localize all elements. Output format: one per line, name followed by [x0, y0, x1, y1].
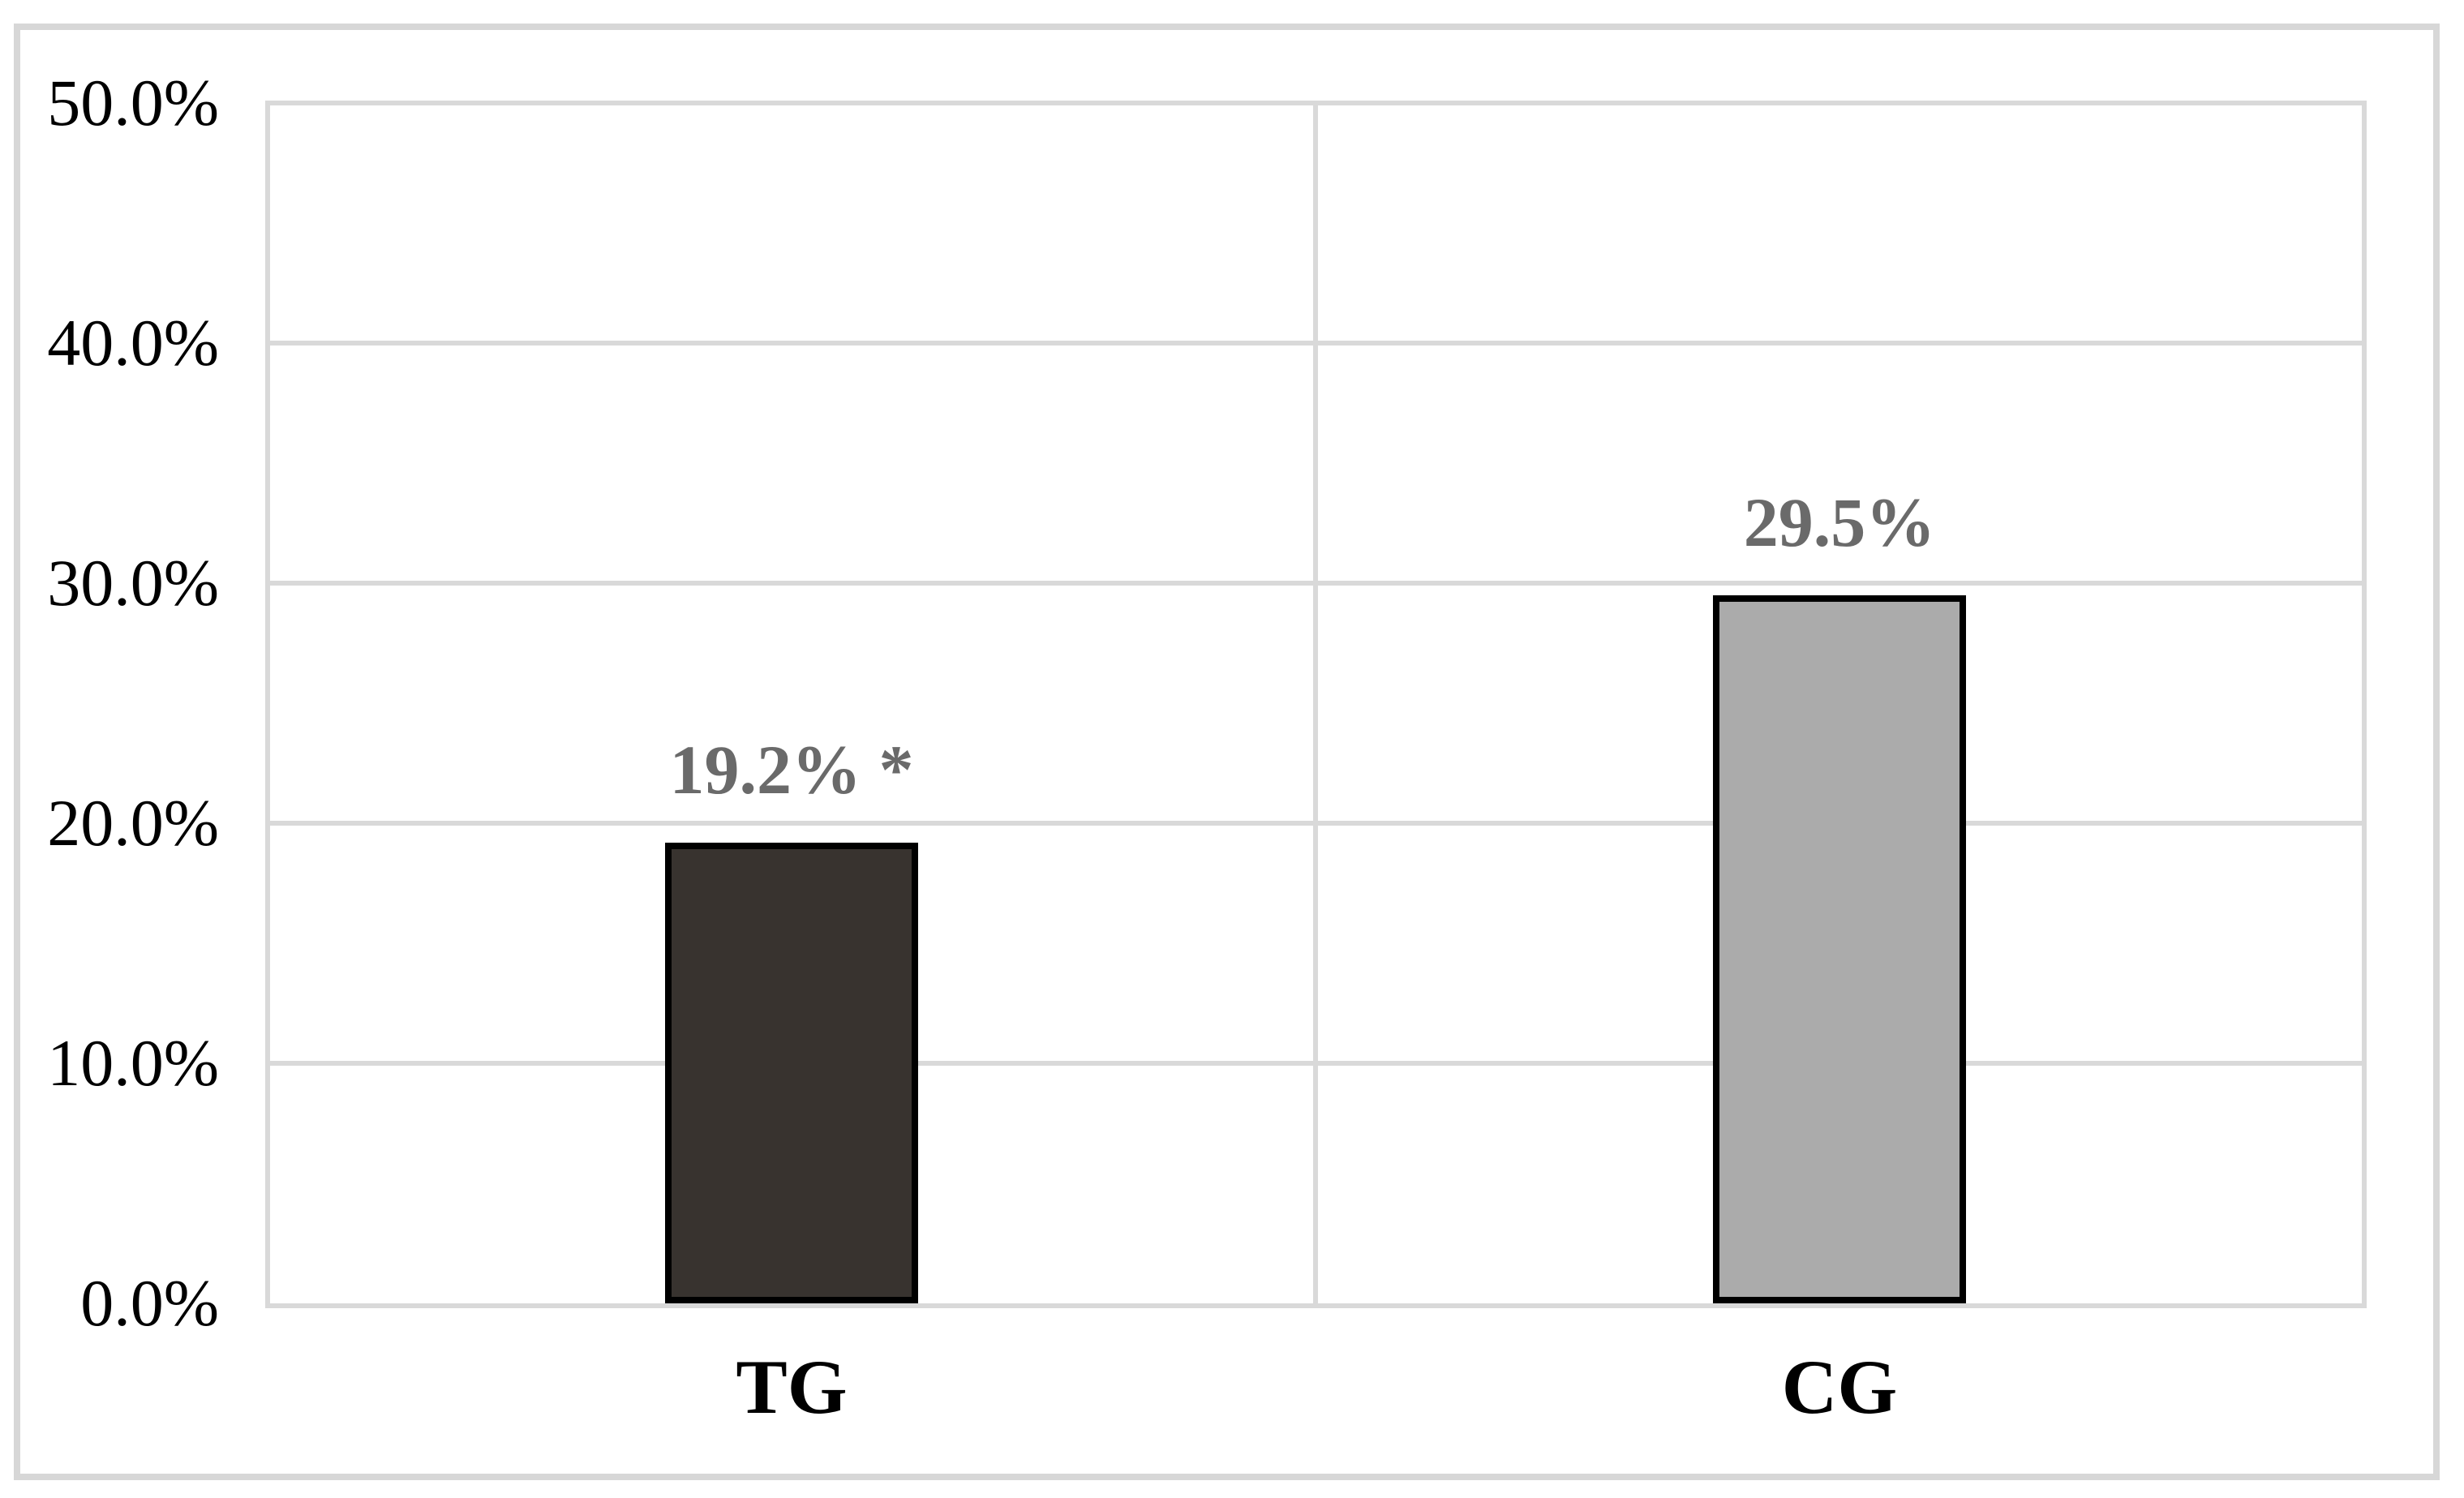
y-axis-tick-label-30: 30.0% [47, 546, 219, 620]
y-axis-tick-label-0: 0.0% [80, 1266, 219, 1340]
vertical-gridline-category-separator [1313, 105, 1318, 1303]
y-axis-tick-label-40: 40.0% [47, 306, 219, 380]
data-label-cg: 29.5% [1743, 483, 1936, 561]
y-axis-tick-label-10: 10.0% [47, 1026, 219, 1100]
x-axis-category-label-cg: CG [1781, 1344, 1898, 1430]
y-axis-tick-label-20: 20.0% [47, 786, 219, 860]
data-label-tg: 19.2% * [669, 731, 914, 809]
x-axis-category-label-tg: TG [736, 1344, 848, 1430]
bar-cg [1713, 595, 1966, 1303]
y-axis-tick-label-50: 50.0% [47, 66, 219, 139]
bar-tg [665, 843, 918, 1303]
